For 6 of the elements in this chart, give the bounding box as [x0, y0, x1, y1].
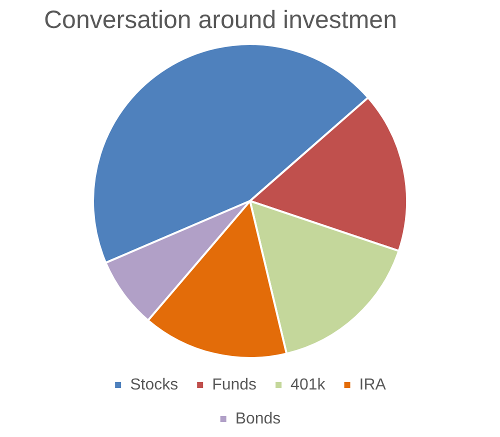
legend-label: Funds — [212, 376, 257, 394]
chart-title: Conversation around investmen — [44, 6, 397, 35]
legend-label: 401k — [290, 376, 326, 394]
legend-label: IRA — [359, 376, 386, 394]
legend-label: Bonds — [235, 410, 281, 428]
legend-label: Stocks — [130, 376, 178, 394]
